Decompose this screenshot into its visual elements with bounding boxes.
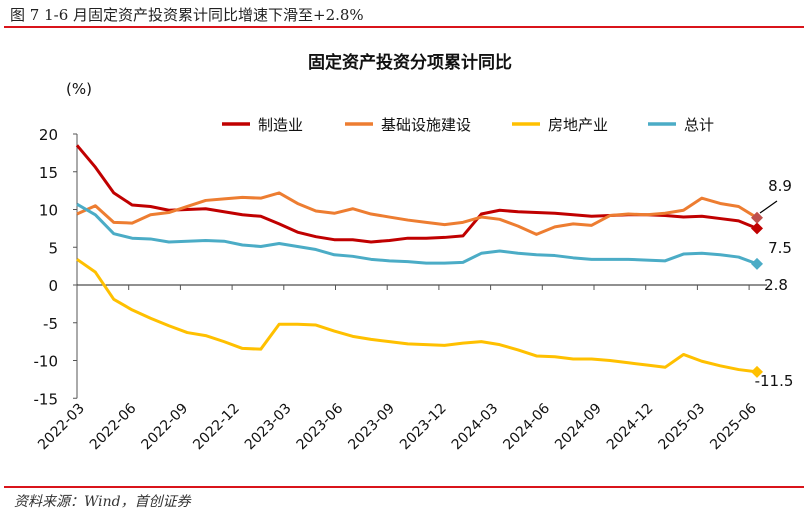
legend-label: 总计 [684, 116, 714, 134]
end-marker [751, 222, 763, 235]
x-tick-label: 2025-06 [707, 400, 760, 453]
data-label: 2.8 [764, 276, 788, 294]
y-tick-label: 5 [48, 239, 58, 257]
end-marker [751, 257, 763, 270]
x-tick-label: 2024-09 [552, 401, 605, 454]
chart-title: 固定资产投资分项累计同比 [308, 52, 512, 73]
figure-title: 图 7 1-6 月固定资产投资累计同比增速下滑至+2.8% [10, 6, 364, 24]
data-label: 7.5 [768, 239, 792, 257]
x-tick-label: 2023-03 [242, 401, 295, 454]
x-tick-label: 2024-06 [500, 400, 553, 453]
x-tick-label: 2022-06 [87, 400, 140, 453]
x-tick-label: 2025-03 [656, 401, 709, 454]
series-line-2 [76, 258, 758, 374]
series-lines [75, 144, 763, 378]
x-tick-label: 2022-12 [190, 401, 243, 454]
header-rule [4, 26, 804, 28]
y-tick-label: 15 [39, 164, 58, 182]
footer-rule [4, 486, 804, 488]
end-marker [751, 211, 763, 224]
x-tick-label: 2023-12 [397, 401, 450, 454]
x-tick-label: 2024-12 [604, 401, 657, 454]
legend: 制造业 基础设施建设 房地产业 总计 [222, 116, 714, 134]
y-tick-label: -5 [43, 315, 58, 333]
legend-label: 制造业 [258, 116, 303, 134]
legend-label: 房地产业 [548, 116, 608, 134]
x-tick-label: 2022-03 [35, 401, 88, 454]
series-line-1 [76, 191, 758, 236]
y-tick-label: 20 [39, 126, 58, 144]
line-chart: 固定资产投资分项累计同比 (%) 制造业 基础设施建设 房地产业 总计 20 15 10 5… [34, 52, 794, 454]
x-tick-label: 2022-09 [139, 401, 192, 454]
end-labels: 7.5 8.9 -11.5 2.8 [755, 177, 794, 390]
y-tick-label: 10 [39, 202, 58, 220]
x-tick-label: 2024-03 [449, 401, 502, 454]
y-axis-label: (%) [66, 80, 92, 98]
legend-label: 基础设施建设 [381, 116, 471, 134]
y-tick-label: -15 [34, 390, 59, 408]
series-line-3 [76, 202, 758, 266]
x-tick-label: 2023-06 [294, 400, 347, 453]
data-label: 8.9 [768, 177, 792, 195]
x-tick-label: 2023-09 [345, 401, 398, 454]
end-marker [751, 365, 763, 378]
series-line-0 [75, 144, 758, 244]
annotation-arrow [759, 200, 778, 214]
data-label: -11.5 [755, 372, 794, 390]
y-tick-label: -10 [34, 353, 59, 371]
source-note: 资料来源：Wind，首创证券 [14, 494, 191, 510]
y-tick-label: 0 [48, 277, 58, 295]
